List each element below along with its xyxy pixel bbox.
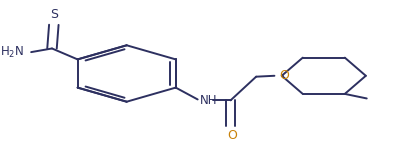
Text: O: O bbox=[228, 130, 237, 142]
Text: O: O bbox=[279, 69, 289, 82]
Text: H$_2$N: H$_2$N bbox=[0, 45, 24, 60]
Text: NH: NH bbox=[199, 94, 217, 107]
Text: S: S bbox=[50, 8, 58, 21]
